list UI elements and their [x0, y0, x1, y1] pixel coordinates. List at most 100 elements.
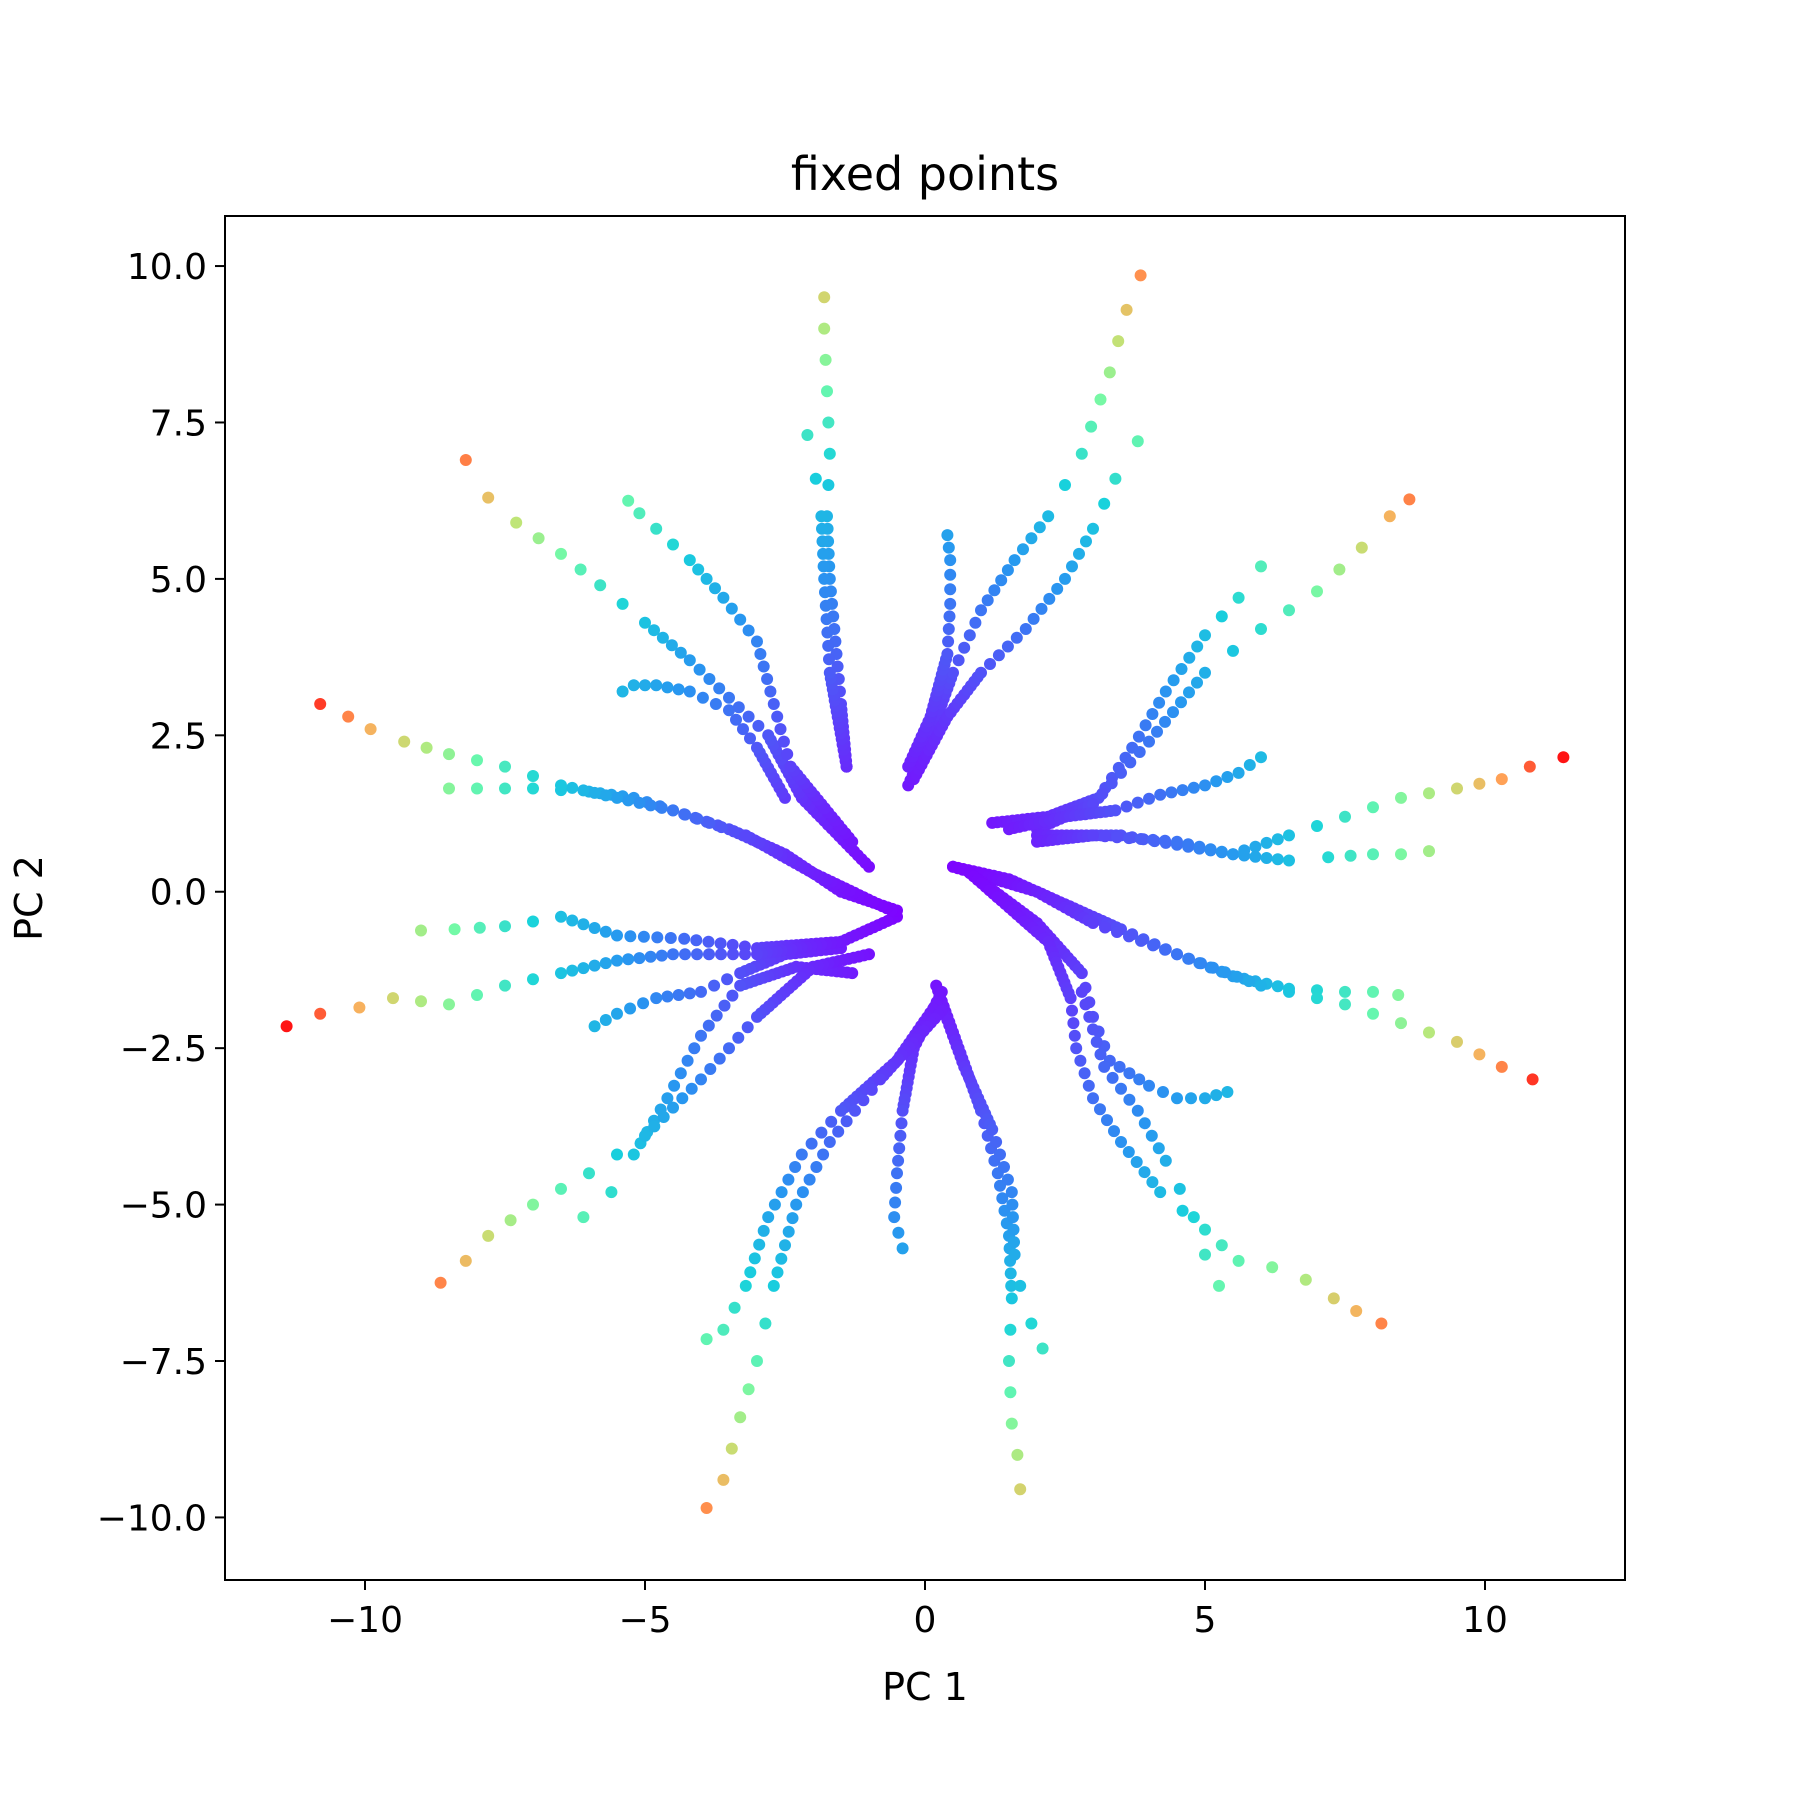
y-tick-label: −10.0	[97, 1498, 207, 1539]
data-point	[1099, 921, 1111, 934]
data-point	[942, 623, 955, 635]
data-point	[941, 648, 954, 660]
data-point	[1004, 1323, 1017, 1336]
data-point	[821, 626, 834, 639]
x-tick-label: 0	[914, 1600, 937, 1641]
data-point	[888, 1211, 901, 1224]
data-point	[893, 1142, 906, 1155]
data-point	[730, 713, 742, 726]
data-point	[823, 653, 835, 666]
data-point	[588, 1020, 601, 1033]
data-point	[1135, 934, 1147, 947]
data-point	[963, 629, 976, 642]
data-point	[471, 989, 483, 1001]
data-point	[734, 979, 747, 992]
data-point	[679, 808, 692, 821]
data-point	[499, 979, 511, 992]
data-point	[624, 930, 637, 943]
data-point	[771, 710, 784, 723]
data-point	[1006, 1211, 1019, 1224]
data-point	[725, 1442, 738, 1455]
data-point	[415, 924, 427, 937]
data-point	[1124, 756, 1137, 769]
data-point	[577, 918, 590, 931]
data-point	[1249, 840, 1262, 853]
data-point	[742, 1383, 755, 1396]
data-point	[1176, 784, 1189, 797]
data-point	[655, 949, 668, 962]
data-point	[1215, 845, 1228, 858]
data-point	[1131, 435, 1144, 448]
data-point	[896, 1242, 909, 1255]
data-point	[398, 735, 411, 748]
data-point	[941, 529, 954, 542]
data-point	[1199, 629, 1211, 642]
data-point	[1153, 696, 1166, 709]
data-point	[342, 710, 355, 723]
data-point	[817, 547, 830, 560]
data-point	[1025, 532, 1038, 545]
data-point	[942, 541, 955, 554]
data-point	[624, 1002, 637, 1015]
data-point	[1143, 735, 1155, 748]
data-point	[952, 654, 965, 667]
data-point	[599, 957, 612, 970]
data-point	[499, 782, 511, 795]
data-point	[1171, 1092, 1183, 1105]
data-point	[1085, 420, 1098, 433]
data-point	[810, 1161, 823, 1173]
data-point	[1066, 1004, 1078, 1017]
data-point	[1115, 1136, 1127, 1148]
data-point	[1182, 838, 1195, 851]
data-point	[771, 1266, 784, 1279]
data-point	[637, 930, 650, 943]
data-point	[821, 385, 833, 398]
data-point	[1221, 1086, 1234, 1098]
data-point	[825, 1115, 838, 1128]
data-point	[577, 784, 590, 797]
data-point	[741, 1021, 754, 1034]
data-point	[819, 586, 831, 599]
data-point	[1154, 1186, 1167, 1199]
data-point	[1014, 1483, 1027, 1496]
y-axis-label: PC 2	[7, 855, 51, 941]
data-point	[471, 754, 483, 767]
data-point	[1067, 1017, 1080, 1030]
data-point	[779, 1239, 791, 1252]
data-point	[708, 979, 721, 992]
data-point	[1495, 773, 1508, 786]
data-point	[1473, 777, 1486, 790]
data-point	[1001, 640, 1014, 653]
data-point	[1083, 1010, 1096, 1023]
data-point	[1001, 564, 1014, 577]
data-point	[1207, 961, 1219, 974]
data-point	[633, 952, 646, 965]
data-point	[782, 1173, 795, 1186]
data-point	[1059, 572, 1071, 585]
data-point	[944, 554, 957, 567]
data-point	[757, 1224, 770, 1237]
data-point	[817, 560, 830, 573]
data-point	[693, 663, 706, 676]
data-point	[599, 1014, 612, 1026]
data-point	[616, 685, 629, 698]
data-point	[471, 782, 483, 795]
data-point	[739, 1279, 752, 1292]
data-point	[527, 973, 539, 986]
data-point	[674, 646, 687, 659]
data-point	[1115, 1082, 1127, 1095]
data-point	[1122, 1146, 1135, 1158]
data-point	[742, 710, 755, 723]
data-point	[1243, 759, 1256, 771]
data-point	[1183, 686, 1195, 699]
data-point	[1171, 835, 1183, 848]
data-point	[1123, 930, 1135, 943]
data-point	[1087, 522, 1099, 535]
data-point	[796, 1186, 809, 1199]
data-point	[981, 594, 994, 607]
data-point	[667, 948, 679, 961]
data-point	[1523, 760, 1536, 773]
data-point	[1005, 1417, 1018, 1430]
data-point	[1079, 998, 1092, 1011]
data-point	[1392, 989, 1405, 1001]
